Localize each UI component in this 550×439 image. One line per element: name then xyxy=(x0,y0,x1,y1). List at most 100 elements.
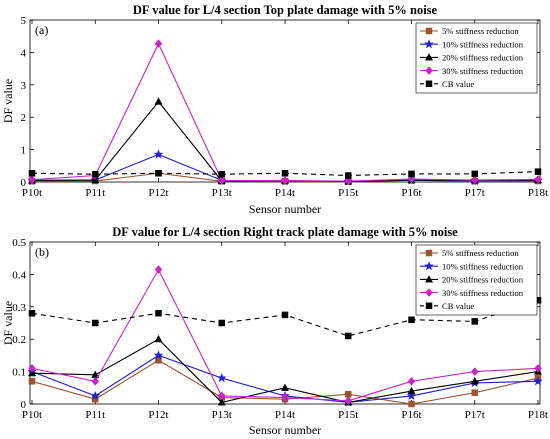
data-point xyxy=(470,175,479,185)
x-tick-label: P10t xyxy=(22,409,42,421)
data-point xyxy=(534,363,542,373)
x-tick-label: P12t xyxy=(148,409,168,421)
legend-marker xyxy=(425,302,433,310)
x-tick-label: P14t xyxy=(275,187,295,199)
legend-box xyxy=(415,244,538,316)
y-axis-label: DF value xyxy=(1,79,15,123)
data-point xyxy=(534,175,542,184)
x-tick-label: P10t xyxy=(22,187,42,199)
data-point xyxy=(471,170,478,178)
data-point xyxy=(154,39,163,49)
x-tick-label: P15t xyxy=(338,409,358,421)
data-point xyxy=(281,176,289,186)
data-point xyxy=(345,391,352,398)
x-tick-label: P16t xyxy=(401,187,421,199)
chart-panel-2: DF value for L/4 section Right track pla… xyxy=(1,225,548,437)
y-tick-label: 4 xyxy=(21,47,27,59)
legend-box xyxy=(415,22,538,94)
data-point xyxy=(281,170,289,177)
y-axis-label: DF value xyxy=(1,301,15,345)
legend-marker xyxy=(424,53,434,61)
x-tick-label: P18t xyxy=(528,409,548,421)
data-point xyxy=(28,175,36,185)
y-tick-label: 0.4 xyxy=(12,269,26,281)
data-point xyxy=(153,149,164,159)
legend-marker xyxy=(425,66,433,75)
data-point xyxy=(91,376,100,386)
y-tick-label: 2 xyxy=(21,112,27,124)
data-point xyxy=(345,332,352,340)
y-tick-label: 3 xyxy=(21,80,27,92)
data-point xyxy=(407,386,416,395)
x-tick-label: P11t xyxy=(85,409,105,421)
x-tick-label: P11t xyxy=(85,187,105,199)
legend-marker xyxy=(424,275,434,283)
data-point xyxy=(281,393,289,402)
x-tick-label: P16t xyxy=(401,409,421,421)
x-tick-label: P17t xyxy=(465,187,485,199)
data-point xyxy=(217,398,226,406)
data-point xyxy=(217,176,226,185)
x-axis-label: Sensor number xyxy=(249,423,321,437)
legend-label: CB value xyxy=(442,301,474,311)
series-5 xyxy=(28,168,542,179)
legend-marker xyxy=(425,80,433,88)
series-line xyxy=(31,100,539,182)
data-point xyxy=(533,376,543,386)
legend-label: 5% stiffness reduction xyxy=(442,248,519,258)
y-tick-label: 0.3 xyxy=(12,302,26,314)
x-tick-label: P18t xyxy=(528,187,548,199)
legend-label: CB value xyxy=(442,79,474,89)
legend-label: 30% stiffness reduction xyxy=(442,288,524,298)
x-tick-label: P12t xyxy=(148,187,168,199)
x-tick-label: P14t xyxy=(275,409,295,421)
data-point xyxy=(344,176,353,186)
data-point xyxy=(471,389,478,396)
legend-marker xyxy=(425,288,433,297)
legend: 5% stiffness reduction 10% stiffness redu… xyxy=(415,22,538,94)
data-point xyxy=(408,400,415,408)
panel-label: (a) xyxy=(35,23,48,37)
data-point xyxy=(281,311,289,319)
data-point xyxy=(216,373,227,383)
data-point xyxy=(470,376,479,385)
data-point xyxy=(28,170,36,177)
data-point xyxy=(408,316,415,324)
data-point xyxy=(153,350,164,360)
legend-marker xyxy=(424,261,434,271)
data-point xyxy=(28,363,36,373)
data-point xyxy=(470,367,479,376)
y-tick-label: 0 xyxy=(21,399,27,411)
x-tick-label: P17t xyxy=(465,409,485,421)
legend-label: 20% stiffness reduction xyxy=(442,275,524,285)
data-point xyxy=(218,170,225,178)
y-tick-label: 1 xyxy=(21,145,27,157)
data-point xyxy=(406,390,417,400)
legend: 5% stiffness reduction 10% stiffness redu… xyxy=(415,244,538,316)
data-point xyxy=(407,376,416,386)
y-tick-label: 0.1 xyxy=(12,367,26,379)
data-point xyxy=(217,391,226,401)
y-tick-label: 5 xyxy=(21,15,27,27)
data-point xyxy=(408,170,415,178)
legend-label: 10% stiffness reduction xyxy=(442,39,524,49)
data-point xyxy=(28,378,36,385)
y-tick-label: 0.2 xyxy=(12,334,26,346)
data-point xyxy=(28,310,36,317)
legend-marker xyxy=(425,249,433,257)
x-tick-label: P13t xyxy=(212,409,232,421)
series-5 xyxy=(28,297,542,340)
chart-title: DF value for L/4 section Top plate damag… xyxy=(133,3,438,17)
legend-label: 20% stiffness reduction xyxy=(442,53,524,63)
y-tick-label: 0.5 xyxy=(12,237,26,249)
data-point xyxy=(154,265,163,274)
data-point xyxy=(92,319,99,327)
data-point xyxy=(90,390,101,400)
chart-title: DF value for L/4 section Right track pla… xyxy=(112,225,458,239)
x-axis-label: Sensor number xyxy=(249,202,321,216)
data-point xyxy=(218,319,225,327)
x-tick-label: P15t xyxy=(338,187,358,199)
data-point xyxy=(92,170,99,178)
data-point xyxy=(155,170,162,177)
